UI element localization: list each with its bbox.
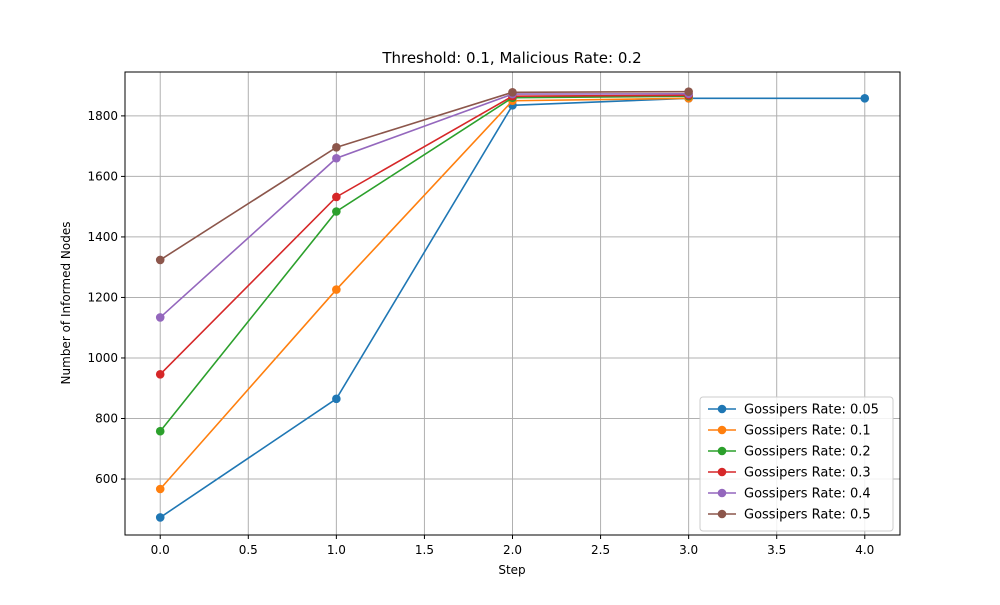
data-point xyxy=(155,370,165,379)
data-point xyxy=(155,513,165,522)
data-point xyxy=(332,285,341,294)
y-tick-label: 1200 xyxy=(87,290,118,304)
y-tick-label: 1000 xyxy=(87,351,118,365)
series-line xyxy=(159,90,689,261)
x-tick-label: 0.5 xyxy=(239,543,258,557)
legend-item: Gossipers Rate: 0.4 xyxy=(708,487,871,502)
y-tick-label: 600 xyxy=(95,472,118,486)
x-tick-label: 3.0 xyxy=(679,543,698,557)
data-point xyxy=(332,143,341,152)
legend-marker xyxy=(717,425,727,435)
legend-marker xyxy=(717,446,727,456)
legend-label: Gossipers Rate: 0.5 xyxy=(744,508,871,523)
data-point xyxy=(332,207,341,216)
legend-marker xyxy=(717,467,727,477)
legend-item: Gossipers Rate: 0.2 xyxy=(708,445,871,460)
series-6 xyxy=(155,87,693,265)
chart-title: Threshold: 0.1, Malicious Rate: 0.2 xyxy=(381,49,641,67)
data-point xyxy=(332,394,341,404)
series-lines xyxy=(155,87,870,522)
data-point xyxy=(332,192,341,202)
series-line xyxy=(159,94,689,375)
data-point xyxy=(155,255,165,265)
y-axis-title: Number of Informed Nodes xyxy=(59,222,73,385)
series-line xyxy=(159,95,689,432)
legend-marker xyxy=(717,488,727,498)
series-line xyxy=(159,92,689,319)
axis-ticks: 0.0 0.5 1.0 1.5 2.0 2.5 3.0 3.5 4.0 600 800 1000 120… xyxy=(87,109,874,557)
data-point xyxy=(860,94,870,103)
plot-frame xyxy=(124,71,901,536)
legend-item: Gossipers Rate: 0.1 xyxy=(708,424,871,439)
x-axis-title: Step xyxy=(498,563,525,577)
legend: Gossipers Rate: 0.05 Gossipers Rate: 0.1 G… xyxy=(699,396,894,532)
legend-label: Gossipers Rate: 0.05 xyxy=(744,403,879,418)
legend-item: Gossipers Rate: 0.05 xyxy=(708,403,879,418)
legend-box xyxy=(699,396,894,532)
y-tick-label: 1800 xyxy=(87,109,118,123)
legend-item: Gossipers Rate: 0.5 xyxy=(708,508,871,523)
legend-label: Gossipers Rate: 0.2 xyxy=(744,445,871,460)
data-point xyxy=(508,87,517,97)
legend-label: Gossipers Rate: 0.4 xyxy=(744,487,871,502)
y-tick-label: 1400 xyxy=(87,230,118,244)
data-point xyxy=(155,484,165,494)
x-tick-label: 1.5 xyxy=(415,543,434,557)
x-tick-label: 2.5 xyxy=(591,543,610,557)
legend-marker xyxy=(717,404,727,414)
data-point xyxy=(332,153,341,163)
x-tick-label: 3.5 xyxy=(767,543,786,557)
x-tick-label: 0.0 xyxy=(151,543,170,557)
x-tick-label: 4.0 xyxy=(855,543,874,557)
series-line xyxy=(159,97,689,490)
x-tick-label: 1.0 xyxy=(327,543,346,557)
legend-marker xyxy=(717,509,727,519)
data-point xyxy=(155,426,165,436)
y-tick-label: 1600 xyxy=(87,169,118,183)
legend-item: Gossipers Rate: 0.3 xyxy=(708,466,871,481)
data-point xyxy=(155,313,165,322)
x-tick-label: 2.0 xyxy=(503,543,522,557)
data-point xyxy=(684,87,693,96)
legend-label: Gossipers Rate: 0.1 xyxy=(744,424,871,439)
y-tick-label: 800 xyxy=(95,411,118,425)
legend-label: Gossipers Rate: 0.3 xyxy=(744,466,871,481)
